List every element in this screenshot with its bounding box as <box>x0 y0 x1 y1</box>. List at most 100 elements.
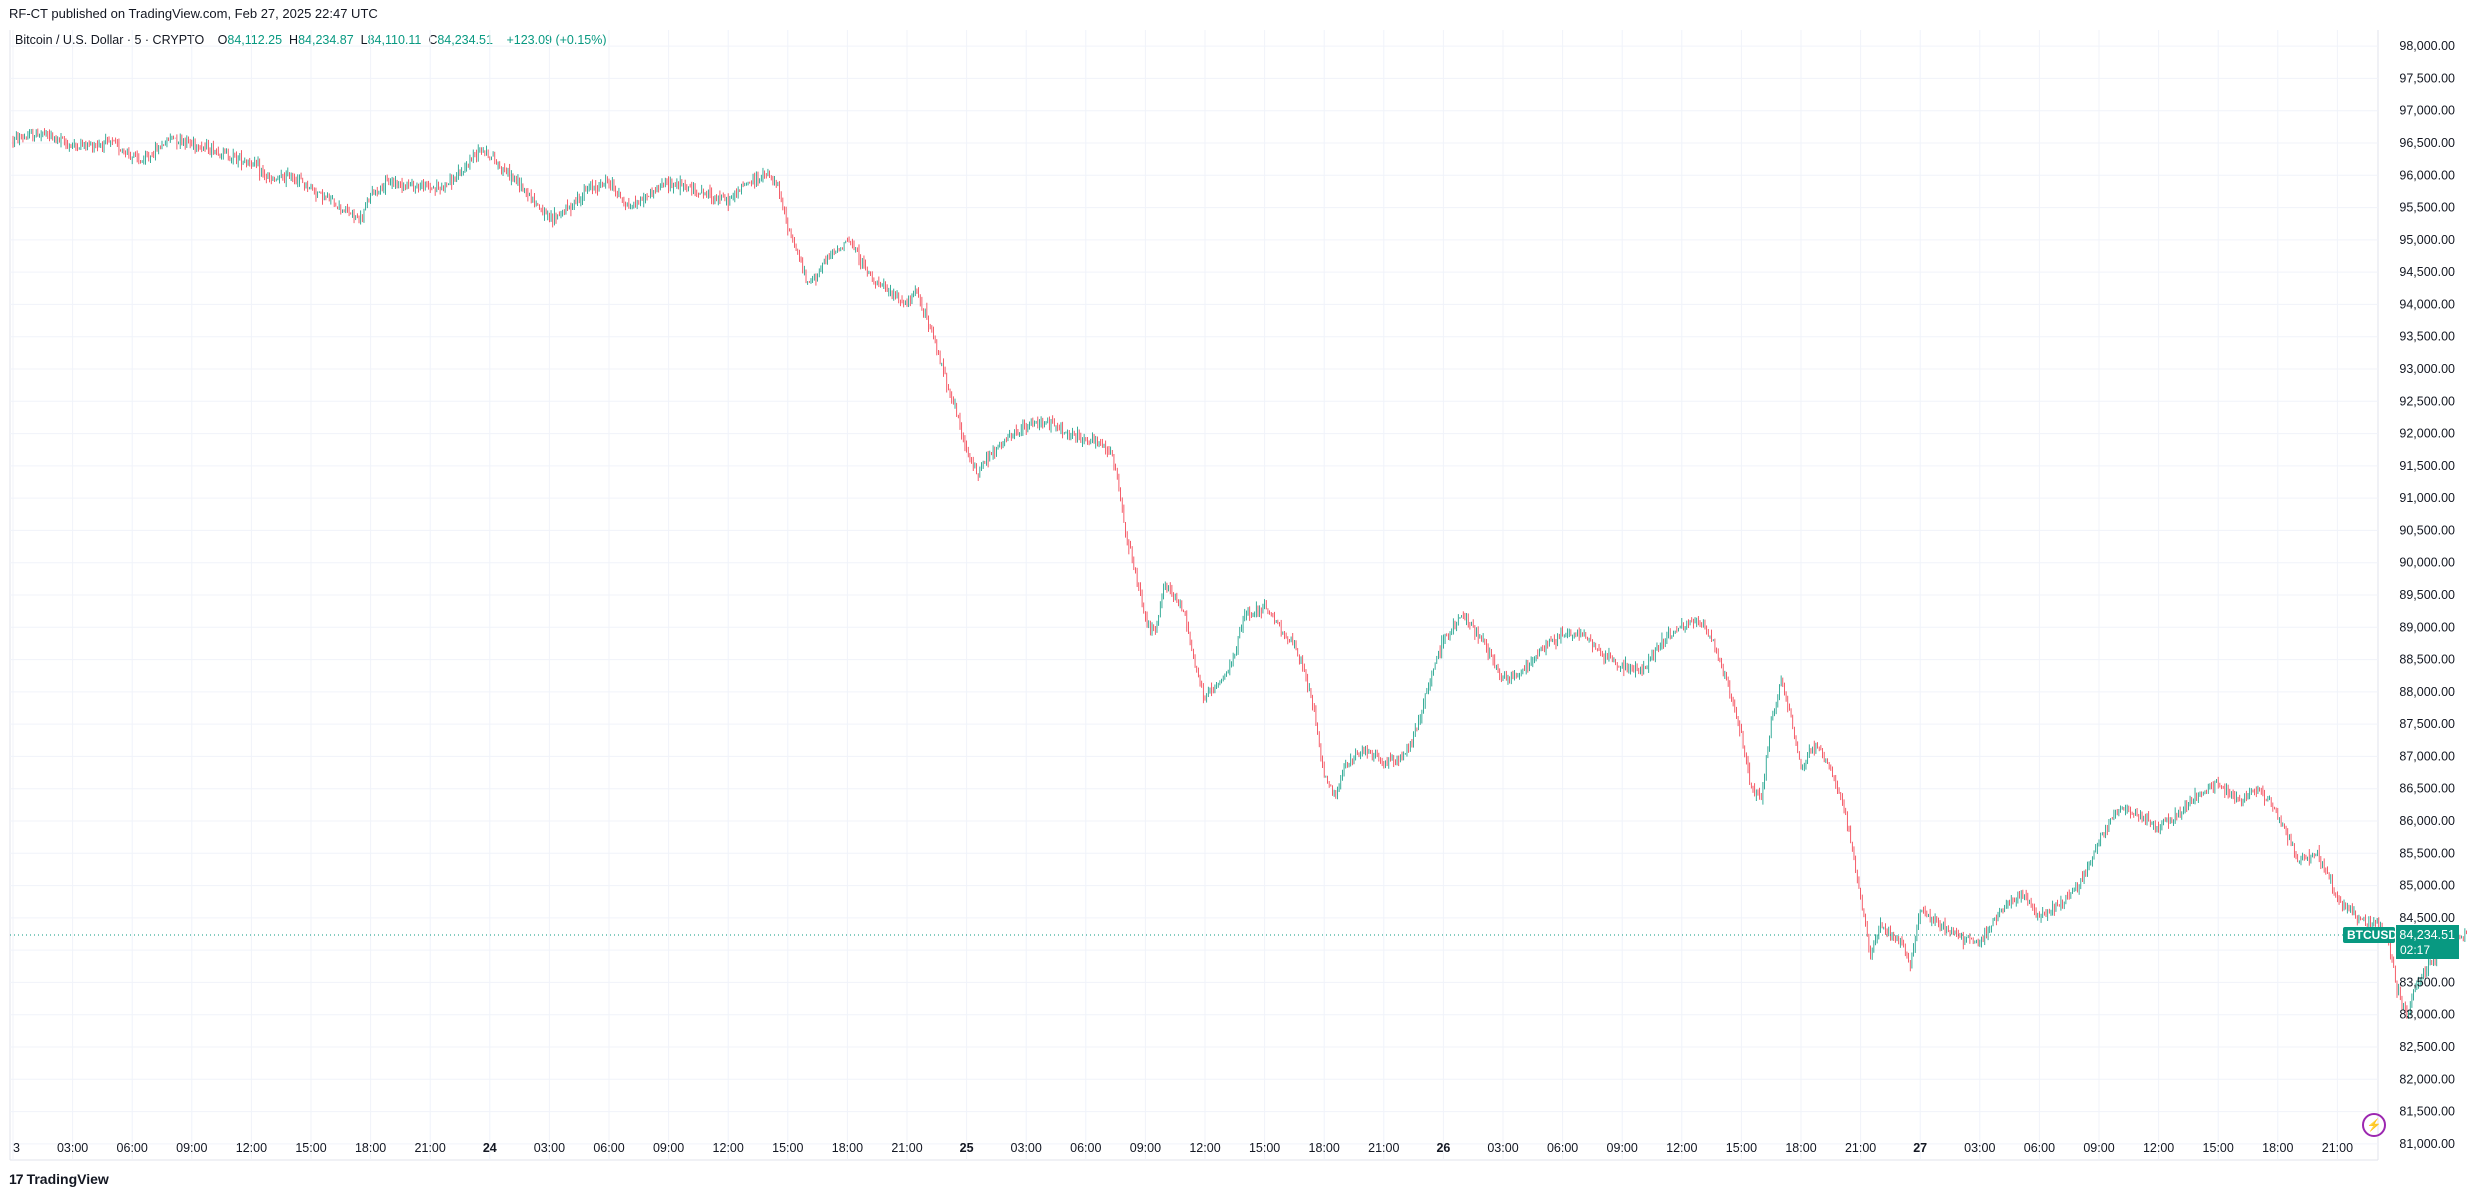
x-tick-label: 06:00 <box>593 1141 624 1155</box>
x-tick-label: 12:00 <box>236 1141 267 1155</box>
alert-bolt-icon[interactable]: ⚡ <box>2362 1113 2386 1137</box>
y-tick-label: 88,000.00 <box>2399 685 2455 699</box>
y-tick-label: 93,000.00 <box>2399 362 2455 376</box>
last-price-tag: BTCUSD 84,234.51 02:17 <box>2343 925 2459 960</box>
price-tag-bg <box>2396 925 2459 960</box>
x-tick-label: 09:00 <box>2083 1141 2114 1155</box>
x-tick-label: 03:00 <box>534 1141 565 1155</box>
time-axis[interactable]: 3 03:00 06:00 09:00 12:00 15:00 18:00 21:00 24 03… <box>13 1141 2353 1155</box>
tradingview-logo-icon: 17 <box>9 1171 24 1187</box>
y-tick-label: 87,000.00 <box>2399 749 2455 763</box>
x-tick-label: 21:00 <box>891 1141 922 1155</box>
close-label: C <box>428 33 438 47</box>
x-tick-label: 03:00 <box>1487 1141 1518 1155</box>
y-tick-label: 82,500.00 <box>2399 1040 2455 1054</box>
x-tick-label: 03:00 <box>1011 1141 1042 1155</box>
x-tick-label: 15:00 <box>1249 1141 1280 1155</box>
low-value: 84,110.11 <box>367 33 422 47</box>
y-tick-label: 86,500.00 <box>2399 782 2455 796</box>
x-tick-label: 3 <box>13 1141 20 1155</box>
y-tick-label: 89,000.00 <box>2399 620 2455 634</box>
x-tick-label: 24 <box>483 1141 497 1155</box>
x-tick-label: 25 <box>960 1141 974 1155</box>
change-value: +123.09 (+0.15%) <box>506 33 607 47</box>
y-tick-label: 95,000.00 <box>2399 233 2455 247</box>
y-tick-label: 95,500.00 <box>2399 201 2455 215</box>
x-tick-label: 15:00 <box>2203 1141 2234 1155</box>
y-tick-label: 96,500.00 <box>2399 136 2455 150</box>
price-axis[interactable]: 98,000.00 97,500.00 97,000.00 96,500.00 96,0… <box>2399 39 2455 1151</box>
grid-lines <box>9 30 2379 1161</box>
y-tick-label: 83,500.00 <box>2399 975 2455 989</box>
price-tag-value: 84,234.51 <box>2399 928 2455 942</box>
close-value: 84,234.51 <box>437 33 493 47</box>
x-tick-label: 12:00 <box>1189 1141 1220 1155</box>
x-tick-label: 15:00 <box>1726 1141 1757 1155</box>
y-tick-label: 90,000.00 <box>2399 556 2455 570</box>
y-tick-label: 97,500.00 <box>2399 71 2455 85</box>
y-tick-label: 91,000.00 <box>2399 491 2455 505</box>
publish-line: RF-CT published on TradingView.com, Feb … <box>9 6 378 21</box>
x-tick-label: 09:00 <box>653 1141 684 1155</box>
x-tick-label: 27 <box>1913 1141 1927 1155</box>
x-tick-label: 21:00 <box>2322 1141 2353 1155</box>
symbol-legend: Bitcoin / U.S. Dollar · 5 · CRYPTO O84,1… <box>15 33 607 47</box>
y-tick-label: 94,500.00 <box>2399 265 2455 279</box>
x-tick-label: 09:00 <box>1130 1141 1161 1155</box>
x-tick-label: 21:00 <box>415 1141 446 1155</box>
ticker-tag-bg <box>2343 927 2395 944</box>
x-tick-label: 06:00 <box>1547 1141 1578 1155</box>
y-tick-label: 85,000.00 <box>2399 879 2455 893</box>
x-tick-label: 18:00 <box>1785 1141 1816 1155</box>
price-tag-countdown: 02:17 <box>2400 943 2430 957</box>
y-tick-label: 90,500.00 <box>2399 523 2455 537</box>
y-tick-label: 97,000.00 <box>2399 104 2455 118</box>
open-value: 84,112.25 <box>227 33 283 47</box>
y-tick-label: 82,000.00 <box>2399 1072 2455 1086</box>
y-tick-label: 89,500.00 <box>2399 588 2455 602</box>
y-tick-label: 88,500.00 <box>2399 653 2455 667</box>
x-tick-label: 18:00 <box>2262 1141 2293 1155</box>
y-tick-label: 93,500.00 <box>2399 330 2455 344</box>
y-tick-label: 84,500.00 <box>2399 911 2455 925</box>
y-tick-label: 85,500.00 <box>2399 846 2455 860</box>
x-tick-label: 06:00 <box>117 1141 148 1155</box>
x-tick-label: 06:00 <box>1070 1141 1101 1155</box>
y-tick-label: 94,000.00 <box>2399 297 2455 311</box>
x-tick-label: 15:00 <box>772 1141 803 1155</box>
x-tick-label: 03:00 <box>57 1141 88 1155</box>
y-tick-label: 92,000.00 <box>2399 427 2455 441</box>
y-tick-label: 81,500.00 <box>2399 1105 2455 1119</box>
x-tick-label: 06:00 <box>2024 1141 2055 1155</box>
y-tick-label: 86,000.00 <box>2399 814 2455 828</box>
x-tick-label: 09:00 <box>176 1141 207 1155</box>
x-tick-label: 12:00 <box>1666 1141 1697 1155</box>
x-tick-label: 15:00 <box>295 1141 326 1155</box>
x-tick-label: 18:00 <box>355 1141 386 1155</box>
ohlc-values: O84,112.25 H84,234.87 L84,110.11 C84,234… <box>218 33 497 47</box>
x-tick-label: 09:00 <box>1607 1141 1638 1155</box>
y-tick-label: 83,000.00 <box>2399 1008 2455 1022</box>
y-tick-label: 92,500.00 <box>2399 394 2455 408</box>
open-label: O <box>217 33 228 47</box>
y-tick-label: 98,000.00 <box>2399 39 2455 53</box>
x-tick-label: 21:00 <box>1845 1141 1876 1155</box>
symbol-name[interactable]: Bitcoin / U.S. Dollar · 5 · CRYPTO <box>15 33 205 47</box>
ticker-tag-label: BTCUSD <box>2347 928 2397 942</box>
high-label: H <box>289 33 299 47</box>
y-tick-label: 87,500.00 <box>2399 717 2455 731</box>
x-tick-label: 03:00 <box>1964 1141 1995 1155</box>
x-tick-label: 18:00 <box>832 1141 863 1155</box>
tradingview-logo[interactable]: 17 TradingView <box>9 1171 109 1187</box>
y-tick-label: 96,000.00 <box>2399 168 2455 182</box>
y-tick-label: 81,000.00 <box>2399 1137 2455 1151</box>
x-tick-label: 18:00 <box>1309 1141 1340 1155</box>
x-tick-label: 21:00 <box>1368 1141 1399 1155</box>
low-label: L <box>360 33 368 47</box>
x-tick-label: 12:00 <box>2143 1141 2174 1155</box>
x-tick-label: 12:00 <box>713 1141 744 1155</box>
tradingview-brand: TradingView <box>26 1171 109 1187</box>
y-tick-label: 91,500.00 <box>2399 459 2455 473</box>
x-tick-label: 26 <box>1436 1141 1450 1155</box>
